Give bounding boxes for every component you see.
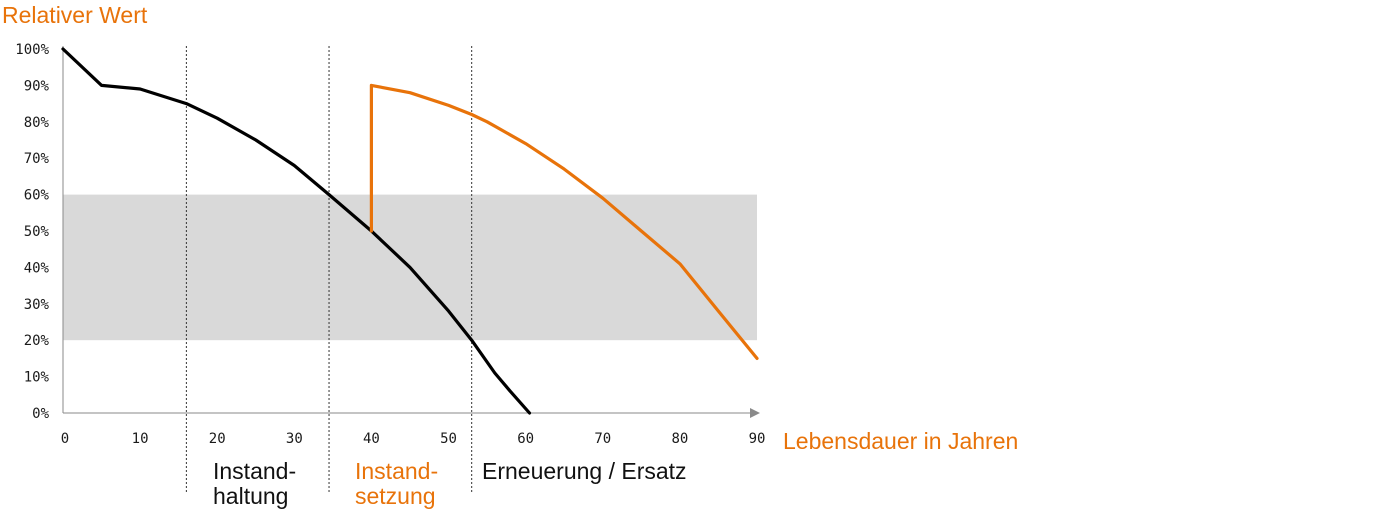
y-tick-label: 60%	[24, 188, 50, 204]
y-tick-label: 100%	[15, 42, 49, 58]
phase-label-line1: Erneuerung / Ersatz	[482, 458, 687, 484]
x-axis-arrow	[750, 408, 760, 418]
phase-label-erneuerung: Erneuerung / Ersatz	[482, 459, 687, 484]
x-tick-label: 50	[440, 431, 457, 447]
y-tick-label: 90%	[24, 78, 50, 94]
phase-label-line2: haltung	[213, 483, 289, 509]
y-tick-label: 0%	[32, 406, 49, 422]
x-tick-label: 0	[61, 431, 69, 447]
y-tick-label: 80%	[24, 115, 50, 131]
y-axis-title: Relativer Wert	[2, 2, 148, 28]
x-tick-label: 20	[209, 431, 226, 447]
phase-label-line2: setzung	[355, 483, 436, 509]
x-tick-label: 60	[517, 431, 534, 447]
series-line-original	[61, 47, 532, 415]
phase-label-line1: Instand-	[355, 458, 439, 484]
phase-label-instandsetzung: Instand- setzung	[355, 459, 438, 509]
y-tick-label: 40%	[24, 260, 50, 276]
phase-label-line1: Instand-	[213, 458, 297, 484]
y-tick-label: 70%	[24, 151, 50, 167]
x-tick-label: 10	[132, 431, 149, 447]
y-tick-label: 10%	[24, 370, 50, 386]
x-tick-label: 70	[594, 431, 611, 447]
x-tick-label: 30	[286, 431, 303, 447]
x-tick-label: 80	[671, 431, 688, 447]
y-tick-label: 20%	[24, 333, 50, 349]
x-tick-label: 90	[749, 431, 766, 447]
series-line-renewed	[369, 83, 759, 360]
x-tick-label: 40	[363, 431, 380, 447]
phase-label-instandhaltung: Instand- haltung	[213, 459, 296, 509]
y-tick-label: 50%	[24, 224, 50, 240]
y-tick-label: 30%	[24, 297, 50, 313]
x-axis-title: Lebensdauer in Jahren	[783, 428, 1019, 454]
